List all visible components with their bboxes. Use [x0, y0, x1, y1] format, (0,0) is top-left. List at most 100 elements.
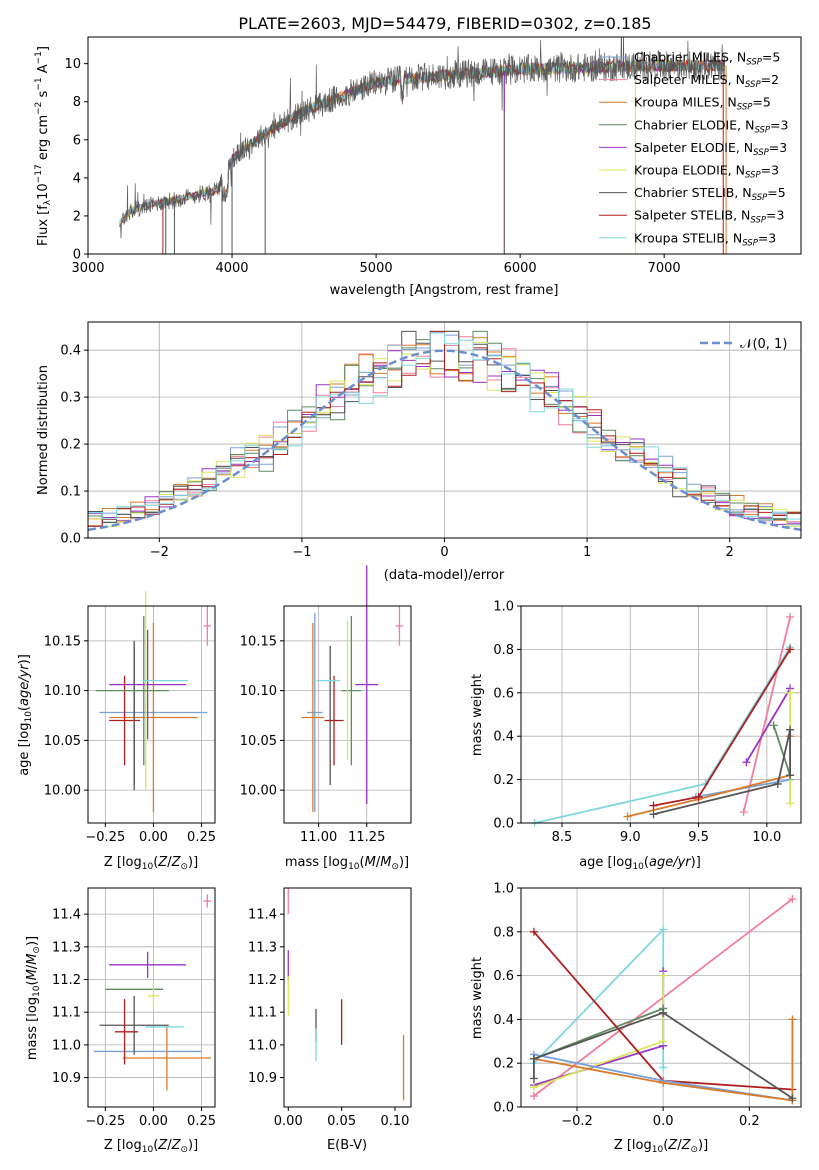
weight-vs-age-panel: 8.5 9.0 9.5 10.0 0.0 0.2 0.4 0.6 0.8 1.0: [493, 600, 802, 845]
y-tick-label: 1.0: [493, 882, 514, 897]
residual-histograms: [88, 330, 801, 528]
weight-z-ylabel: mass weight: [470, 957, 485, 1039]
weight-marker: [786, 612, 795, 621]
weight-marker: [788, 894, 797, 903]
y-tick-label: 11.4: [52, 908, 81, 923]
age-vs-z-panel: −0.25 0.00 0.25 10.00 10.05 10.10 10.15: [44, 591, 216, 845]
y-tick-label: 10.00: [240, 784, 277, 799]
axes-frame: [283, 887, 412, 1108]
x-tick-label: 8.5: [552, 830, 573, 845]
weight-marker: [786, 799, 795, 808]
y-tick-label: 0.4: [60, 344, 81, 359]
weight-marker: [786, 771, 795, 780]
x-tick-label: 0.00: [139, 830, 168, 845]
x-tick-label: 7000: [648, 261, 681, 276]
weight-line-salpeter_elodie: [745, 688, 791, 763]
spectrum-series-chabrier_stelib: [119, 37, 726, 239]
weight-marker: [649, 801, 658, 810]
legend-label: Chabrier STELIB, NSSP=5: [634, 185, 786, 203]
x-tick-label: 0.0: [653, 1114, 674, 1129]
spectrum-panel: 3000 4000 5000 6000 7000 0 2 4 6 8 10 wavelength […: [34, 36, 802, 298]
legend-label: Salpeter STELIB, NSSP=3: [634, 208, 784, 226]
y-tick-label: 10.9: [52, 1071, 81, 1086]
y-tick-label: 0.4: [493, 730, 514, 745]
spectrum-legend: Chabrier MILES, NSSP=5 Salpeter MILES, NS…: [599, 50, 789, 248]
weight-marker: [529, 1054, 538, 1063]
y-tick-label: 0.8: [493, 643, 514, 658]
y-tick-label: 10.05: [44, 734, 81, 749]
x-tick-label: 11.00: [300, 830, 337, 845]
axes-frame: [520, 605, 802, 824]
y-tick-label: 0.3: [60, 391, 81, 406]
weight-age-ylabel: mass weight: [470, 674, 485, 756]
x-tick-label: −0.2: [561, 1114, 593, 1129]
legend-label: Chabrier ELODIE, NSSP=3: [634, 117, 789, 135]
x-tick-label: 11.25: [348, 830, 385, 845]
weight-marker: [739, 808, 748, 817]
normal-curve: [87, 349, 802, 532]
mass-ebv-xlabel: E(B-V): [327, 1138, 367, 1153]
y-tick-label: 11.2: [52, 973, 81, 988]
weight-marker: [529, 927, 538, 936]
weight-vs-z-panel: −0.2 0.0 0.2 0.0 0.2 0.4 0.6 0.8 1.0: [493, 882, 802, 1129]
y-tick-label: 0.2: [493, 773, 514, 788]
y-tick-label: 1.0: [493, 600, 514, 615]
hist-salpeter_stelib: [88, 330, 801, 527]
weight-z-xlabel: Z [log10(Z/Z⊙)]: [614, 1138, 708, 1155]
weight-marker: [529, 1092, 538, 1101]
mass-vs-ebv-panel: 0.00 0.05 0.10 10.9 11.0 11.1 11.2 11.3 11.4: [248, 887, 412, 1129]
y-tick-label: 2: [73, 209, 81, 224]
x-tick-label: 0.25: [187, 1114, 216, 1129]
x-tick-label: 0.10: [381, 1114, 410, 1129]
figure-title: PLATE=2603, MJD=54479, FIBERID=0302, z=0…: [238, 14, 651, 33]
x-tick-label: 2: [726, 545, 734, 560]
x-tick-label: −0.25: [85, 1114, 125, 1129]
y-tick-label: 0.2: [493, 1057, 514, 1072]
axes-frame: [283, 605, 412, 824]
legend-label: Kroupa MILES, NSSP=5: [634, 95, 771, 113]
axes-frame: [520, 887, 802, 1108]
weight-line-chabrier_elodie: [772, 725, 791, 776]
spectrum-ylabel: Flux [fλ10−17 erg cm−2 s−1 A−1]: [34, 46, 53, 246]
weight-marker: [769, 721, 778, 730]
weight-marker: [659, 1063, 668, 1072]
y-tick-label: 8: [73, 95, 81, 110]
y-tick-label: 11.1: [52, 1006, 81, 1021]
weight-marker: [694, 792, 703, 801]
residual-panel: −2 −1 0 1 2 0.0 0.1 0.2 0.3 0.4 (data-model)/erro…: [36, 321, 802, 583]
age-z-xlabel: Z [log10(Z/Z⊙)]: [104, 855, 198, 872]
y-tick-label: 11.3: [248, 940, 277, 955]
y-tick-label: 4: [73, 171, 81, 186]
x-tick-label: 1: [583, 545, 591, 560]
y-tick-label: 10.10: [240, 684, 277, 699]
legend-label: Kroupa ELODIE, NSSP=3: [634, 163, 779, 181]
mass-z-ylabel: mass [log10(M/M⊙)]: [25, 936, 42, 1060]
weight-line-salpeter_miles: [742, 616, 791, 813]
x-tick-label: 0.05: [327, 1114, 356, 1129]
y-tick-label: 10.9: [248, 1071, 277, 1086]
spectrum-xlabel: wavelength [Angstrom, rest frame]: [330, 283, 559, 298]
weight-line-salpeter_stelib: [653, 648, 791, 807]
hist-kroupa_stelib: [88, 332, 801, 521]
x-tick-label: −0.25: [85, 830, 125, 845]
y-tick-label: 6: [73, 133, 81, 148]
spectrum-axes-frame: [87, 36, 802, 255]
weight-marker: [788, 1094, 797, 1103]
x-tick-label: 10.0: [752, 830, 781, 845]
y-tick-label: 11.0: [52, 1038, 81, 1053]
weight-marker: [742, 758, 751, 767]
weight-marker: [788, 1015, 797, 1024]
y-tick-label: 11.2: [248, 973, 277, 988]
y-tick-label: 0.1: [60, 485, 81, 500]
x-tick-label: 0.00: [274, 1114, 303, 1129]
weight-marker: [659, 1037, 668, 1046]
weight-marker: [773, 779, 782, 788]
x-tick-label: 4000: [215, 261, 248, 276]
weight-marker: [529, 1074, 538, 1083]
x-tick-label: 9.0: [620, 830, 641, 845]
y-tick-label: 0.6: [493, 969, 514, 984]
y-tick-label: 10.05: [240, 734, 277, 749]
age-vs-mass-panel: 11.00 11.25 10.00 10.05 10.10 10.15: [240, 565, 412, 845]
x-tick-label: 3000: [71, 261, 104, 276]
y-tick-label: 10.10: [44, 684, 81, 699]
